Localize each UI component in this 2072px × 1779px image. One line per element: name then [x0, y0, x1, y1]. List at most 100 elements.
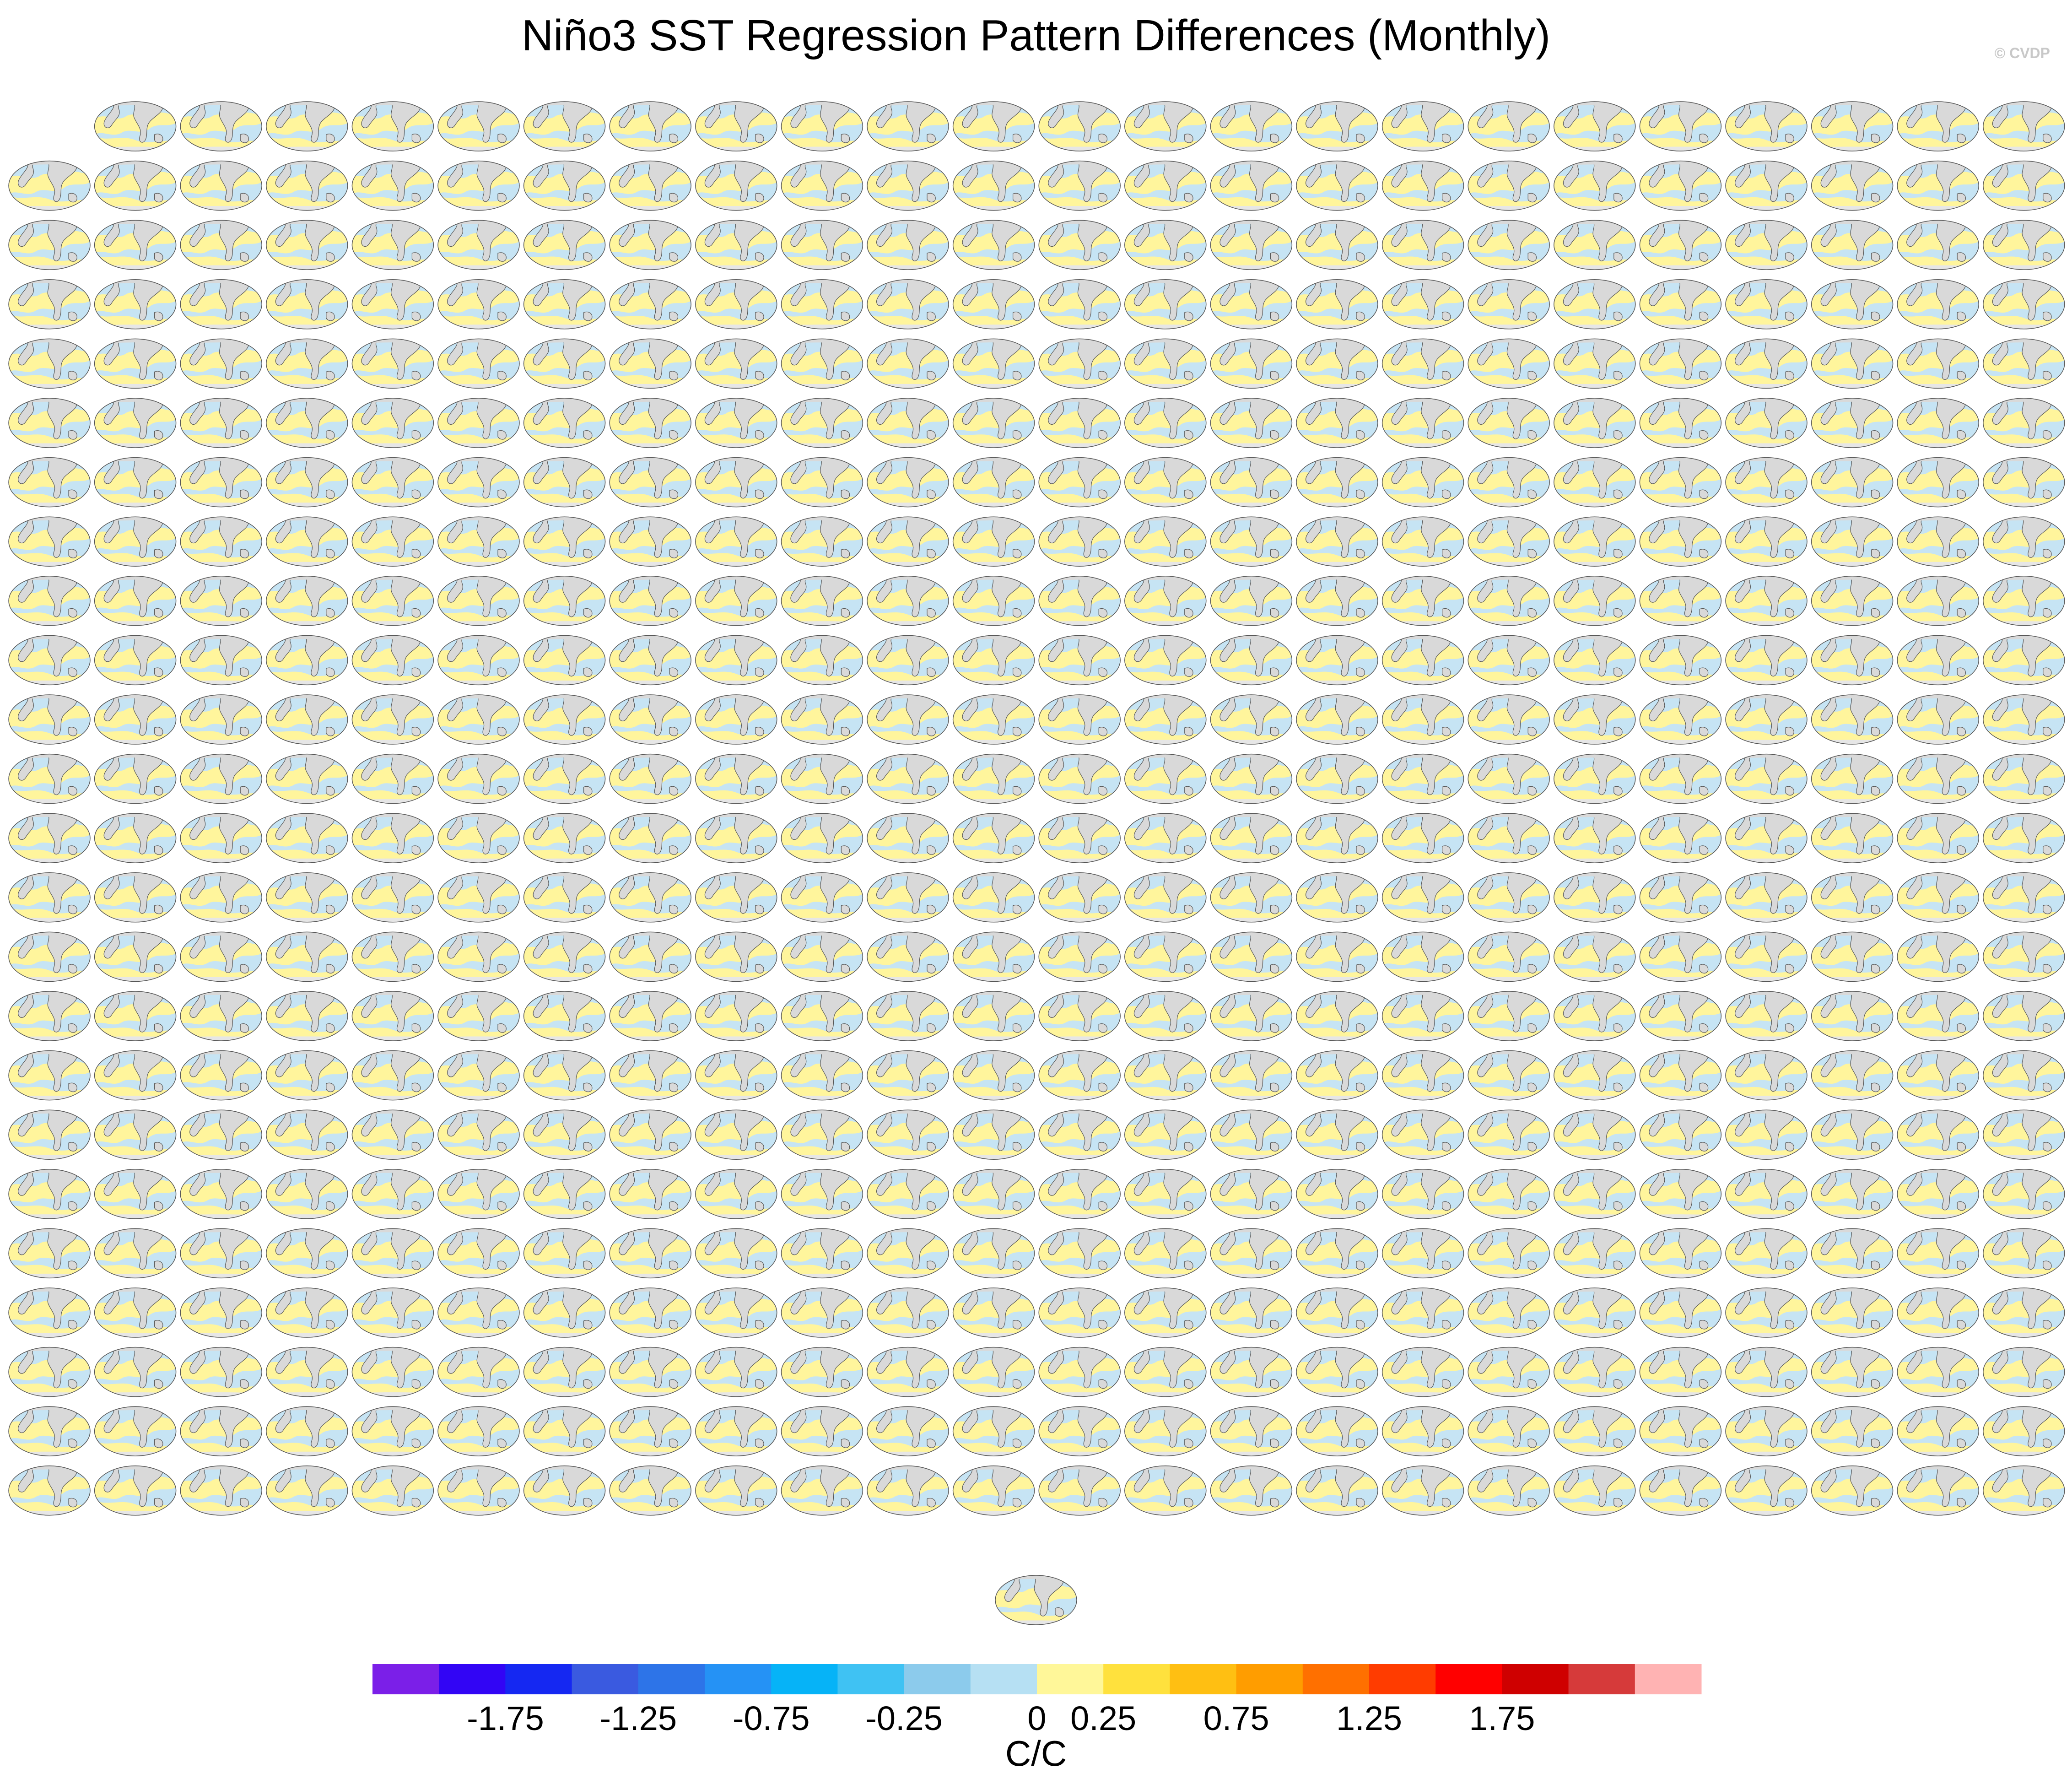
map-panel	[953, 1169, 1035, 1219]
map-panel	[1897, 1406, 1979, 1456]
map-panel	[1125, 873, 1207, 923]
map-panel	[438, 695, 520, 745]
map-panel	[180, 1466, 262, 1516]
map-panel	[352, 754, 434, 804]
colorbar-swatch	[1170, 1664, 1237, 1694]
map-panel	[1897, 1051, 1979, 1101]
map-panel	[352, 576, 434, 626]
map-panel	[867, 576, 949, 626]
map-panel	[781, 161, 863, 211]
map-panel	[352, 873, 434, 923]
map-panel	[696, 695, 777, 745]
colorbar-swatch	[372, 1664, 439, 1694]
map-panel	[696, 991, 777, 1041]
map-panel	[1468, 102, 1550, 151]
map-panel	[1983, 161, 2065, 211]
map-panel	[1039, 102, 1121, 151]
colorbar-swatch	[1302, 1664, 1370, 1694]
map-panel	[781, 1169, 863, 1219]
map-panel	[266, 1228, 348, 1278]
map-panel	[1125, 280, 1207, 330]
map-panel	[180, 102, 262, 151]
map-panel	[1210, 1051, 1292, 1101]
map-panel	[953, 1347, 1035, 1397]
map-panel	[438, 280, 520, 330]
map-panel	[781, 754, 863, 804]
colorbar-swatch	[1103, 1664, 1170, 1694]
map-panel	[95, 1051, 177, 1101]
map-panel	[1468, 339, 1550, 389]
map-panel	[1983, 635, 2065, 685]
map-panel	[1125, 754, 1207, 804]
map-panel	[696, 280, 777, 330]
map-panel	[1296, 1406, 1378, 1456]
map-panel	[867, 1169, 949, 1219]
map-panel	[696, 1110, 777, 1160]
map-panel	[438, 517, 520, 567]
map-panel	[180, 1228, 262, 1278]
map-panel	[1125, 517, 1207, 567]
map-panel	[1897, 1347, 1979, 1397]
map-panel	[266, 991, 348, 1041]
map-panel	[1296, 1347, 1378, 1397]
map-panel	[1554, 813, 1636, 863]
map-panel	[1726, 161, 1808, 211]
colorbar-tick-labels: -1.75 -1.25 -0.75 -0.25 0 0.25 0.75 1.25 1.75	[467, 1699, 1535, 1737]
map-panel	[1125, 813, 1207, 863]
map-panel	[1554, 517, 1636, 567]
map-panel	[610, 1347, 691, 1397]
map-panel	[1983, 1466, 2065, 1516]
map-panel	[1039, 161, 1121, 211]
map-panel	[1468, 398, 1550, 448]
map-panel	[1640, 813, 1721, 863]
map-panel	[610, 576, 691, 626]
map-panel	[1897, 991, 1979, 1041]
map-panel	[1382, 280, 1464, 330]
map-panel	[1640, 102, 1721, 151]
map-panel	[1983, 1228, 2065, 1278]
map-panel	[1897, 220, 1979, 270]
map-panel	[95, 161, 177, 211]
map-panel	[1897, 398, 1979, 448]
map-panel	[9, 1466, 91, 1516]
map-panel	[953, 754, 1035, 804]
map-panel	[438, 1169, 520, 1219]
map-panel	[524, 1169, 606, 1219]
page-title: Niño3 SST Regression Pattern Differences…	[521, 11, 1551, 60]
map-panel	[1897, 1228, 1979, 1278]
colorbar-tick-label: 1.75	[1469, 1699, 1535, 1737]
map-panel	[1210, 161, 1292, 211]
map-panel	[352, 991, 434, 1041]
map-panel	[352, 1347, 434, 1397]
map-panel	[1039, 932, 1121, 982]
map-panel	[1125, 339, 1207, 389]
map-panel	[867, 695, 949, 745]
map-panel	[696, 1051, 777, 1101]
map-panel	[9, 1288, 91, 1338]
map-panel	[995, 1575, 1077, 1625]
map-panel	[867, 102, 949, 151]
map-panel	[9, 1347, 91, 1397]
map-panel	[696, 220, 777, 270]
map-panel	[696, 398, 777, 448]
map-panel	[352, 1169, 434, 1219]
map-panel	[1812, 873, 1894, 923]
map-panel	[1296, 458, 1378, 508]
map-panel	[180, 1406, 262, 1456]
map-panel	[1554, 339, 1636, 389]
map-panel	[95, 932, 177, 982]
map-panel	[1983, 1051, 2065, 1101]
map-panel	[1296, 1051, 1378, 1101]
map-panel	[266, 102, 348, 151]
map-panel	[1812, 932, 1894, 982]
map-panel	[1296, 517, 1378, 567]
map-panel	[1897, 102, 1979, 151]
map-panel	[696, 517, 777, 567]
map-panel	[1640, 695, 1721, 745]
map-panel	[1726, 1169, 1808, 1219]
map-panel	[1726, 1466, 1808, 1516]
colorbar-swatch	[1037, 1664, 1104, 1694]
map-panel	[610, 991, 691, 1041]
map-panel	[1382, 1406, 1464, 1456]
map-panel	[781, 1288, 863, 1338]
